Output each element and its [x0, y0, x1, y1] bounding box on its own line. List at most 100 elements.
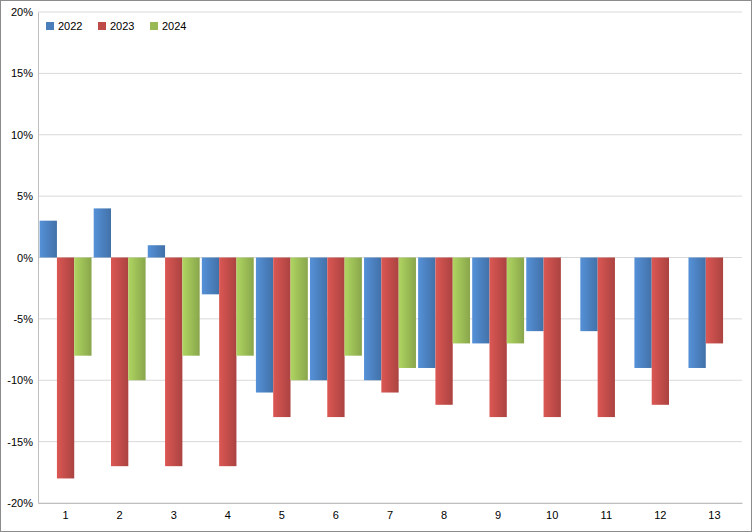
x-tick-label: 6 [333, 509, 339, 521]
x-tick-label: 3 [171, 509, 177, 521]
bar [399, 258, 416, 368]
bar [688, 258, 705, 368]
x-tick-label: 4 [225, 509, 231, 521]
x-tick-label: 8 [441, 509, 447, 521]
x-tick: 11 [601, 503, 612, 521]
x-tick: 8 [441, 503, 447, 521]
legend-item: 2024 [150, 20, 186, 32]
outer-border [1, 1, 752, 532]
grid-line [38, 73, 742, 74]
bar [111, 258, 128, 467]
grid [38, 12, 742, 503]
bar [273, 258, 290, 418]
bar [381, 258, 398, 393]
bar [345, 258, 362, 356]
y-tick: -10% [7, 374, 38, 386]
x-tick: 4 [225, 503, 231, 521]
bar [327, 258, 344, 418]
series-bars [57, 258, 723, 479]
bar [148, 245, 165, 257]
bar [236, 258, 253, 356]
x-tick-label: 10 [546, 509, 558, 521]
x-tick: 2 [117, 503, 123, 521]
legend-item: 2023 [98, 20, 134, 32]
chart: -20%-15%-10%-5%0%5%10%15%20%123456789101… [0, 0, 752, 532]
y-tick-label: -15% [7, 436, 33, 448]
grid-line [38, 196, 742, 197]
x-tick-label: 2 [117, 509, 123, 521]
legend-label: 2022 [58, 20, 82, 32]
x-tick-label: 7 [387, 509, 393, 521]
x-tick-label: 11 [601, 509, 612, 521]
bar [40, 221, 57, 258]
y-tick-label: 5% [17, 190, 33, 202]
x-axis-line [39, 503, 743, 504]
y-tick-label: -10% [7, 374, 33, 386]
y-tick: -5% [13, 313, 38, 325]
y-tick-label: -20% [7, 497, 33, 509]
bar [256, 258, 273, 393]
x-tick: 3 [171, 503, 177, 521]
x-tick: 13 [708, 503, 720, 521]
y-tick: 15% [11, 67, 38, 79]
legend-label: 2024 [162, 20, 186, 32]
x-tick: 9 [495, 503, 501, 521]
grid-line [38, 441, 742, 442]
x-axis: 12345678910111213 [39, 503, 743, 521]
bar [453, 258, 470, 344]
bar [74, 258, 91, 356]
x-tick-label: 12 [654, 509, 666, 521]
x-tick: 12 [654, 503, 666, 521]
bar [57, 258, 74, 479]
y-tick: 0% [17, 252, 38, 264]
y-tick: -20% [7, 497, 38, 509]
x-tick: 5 [279, 503, 285, 521]
y-axis-line [38, 13, 39, 504]
y-tick: 5% [17, 190, 38, 202]
bar [219, 258, 236, 467]
bar [128, 258, 145, 381]
x-tick-label: 13 [708, 509, 720, 521]
x-tick: 10 [546, 503, 558, 521]
bar [652, 258, 669, 405]
grid-line [38, 134, 742, 135]
y-tick-label: 0% [17, 252, 33, 264]
x-tick-label: 5 [279, 509, 285, 521]
y-tick: 10% [11, 129, 38, 141]
bar [706, 258, 723, 344]
legend-label: 2023 [110, 20, 134, 32]
bar [634, 258, 651, 368]
bar [418, 258, 435, 368]
bar [364, 258, 381, 381]
bar [94, 208, 111, 257]
legend: 2022 2023 2024 [46, 20, 186, 32]
bar [202, 258, 219, 295]
legend-swatch [98, 22, 106, 30]
bar [310, 258, 327, 381]
x-tick-label: 9 [495, 509, 501, 521]
legend-swatch [150, 22, 158, 30]
bar [472, 258, 489, 344]
bar [182, 258, 199, 356]
bars [40, 208, 723, 478]
x-tick: 6 [333, 503, 339, 521]
y-tick: -15% [7, 436, 38, 448]
x-tick: 7 [387, 503, 393, 521]
y-tick: 20% [11, 6, 38, 18]
bar [598, 258, 615, 418]
bar [526, 258, 543, 332]
legend-swatch [46, 22, 54, 30]
bar [435, 258, 452, 405]
grid-line [38, 503, 742, 504]
x-tick-label: 1 [63, 509, 69, 521]
plot-area: -20%-15%-10%-5%0%5%10%15%20%123456789101… [7, 6, 742, 521]
x-tick: 1 [63, 503, 69, 521]
bar [580, 258, 597, 332]
series-bars [74, 258, 524, 381]
bar [489, 258, 506, 418]
y-tick-label: 20% [11, 6, 33, 18]
legend-item: 2022 [46, 20, 82, 32]
bar [544, 258, 561, 418]
y-tick-label: 10% [11, 129, 33, 141]
y-tick-label: 15% [11, 67, 33, 79]
